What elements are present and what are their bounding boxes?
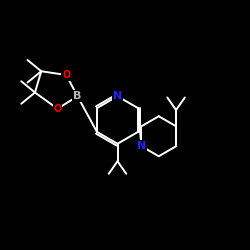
Text: O: O [62,70,70,80]
Text: N: N [113,91,122,101]
Text: N: N [137,141,146,151]
Text: B: B [73,91,82,101]
Text: O: O [53,104,62,114]
